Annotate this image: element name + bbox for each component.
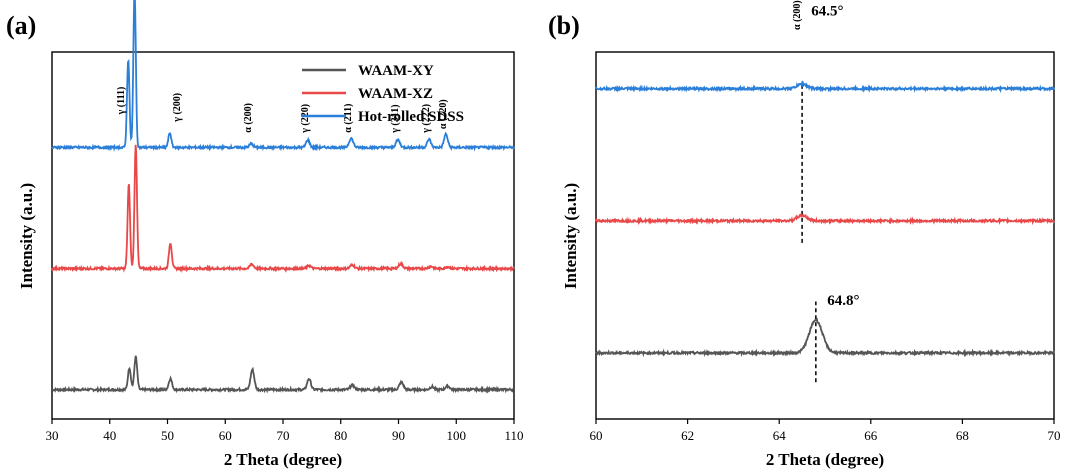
peak-index-label: γ (200) [172, 93, 183, 123]
x-tick-label: 110 [504, 428, 523, 443]
panel-a-label: (a) [6, 11, 36, 40]
x-tick-label: 30 [46, 428, 59, 443]
panel-b-x-axis-title: 2 Theta (degree) [766, 450, 884, 469]
panel-b-annotations: α (200) 64.5° 64.8° [792, 0, 860, 309]
panel-b: (b) 60 62 64 66 68 70 α (200) 64.5° 64.8° 2 The… [548, 0, 1061, 469]
x-tick-label: 90 [392, 428, 405, 443]
peak-index-label: α (200) [792, 0, 803, 30]
x-tick-label: 62 [681, 428, 694, 443]
x-tick-label: 60 [219, 428, 232, 443]
series-line-waam-xy [51, 355, 515, 395]
series-line-waam-xz [51, 144, 515, 274]
x-tick-label: 66 [864, 428, 878, 443]
legend: WAAM-XY WAAM-XZ Hot-rolled SDSS [302, 63, 464, 125]
panel-b-reference-lines [801, 81, 817, 383]
legend-label-waam-xy: WAAM-XY [358, 63, 434, 79]
panel-b-y-axis-title: Intensity (a.u.) [561, 183, 580, 289]
x-tick-label: 70 [1048, 428, 1061, 443]
peak-index-label: γ (311) [390, 104, 401, 133]
peak-index-label: γ (220) [300, 104, 311, 134]
peak-angle-label: 64.8° [827, 293, 859, 309]
x-tick-label: 40 [103, 428, 116, 443]
peak-angle-label: 64.5° [811, 3, 843, 19]
legend-label-waam-xz: WAAM-XZ [358, 86, 433, 102]
peak-index-label: α (211) [343, 104, 354, 133]
x-tick-label: 100 [447, 428, 467, 443]
x-tick-label: 70 [277, 428, 290, 443]
peak-index-label: γ (222) [421, 104, 432, 134]
panel-b-label: (b) [548, 11, 580, 40]
x-tick-label: 80 [334, 428, 347, 443]
series-line-hot-rolled-sdss [595, 80, 1055, 94]
panel-a-x-ticks: 30 40 50 60 70 80 90 100 110 [46, 419, 524, 443]
series-line-waam-xy [595, 317, 1055, 358]
peak-index-label: α (200) [243, 103, 254, 133]
panel-a-peak-labels: γ (111)α (110)γ (200)α (200)γ (220)α (21… [116, 87, 449, 134]
x-tick-label: 64 [773, 428, 787, 443]
panel-b-series [595, 80, 1055, 358]
legend-label-hot-rolled-sdss: Hot-rolled SDSS [358, 109, 464, 125]
peak-index-label: γ (111) [116, 87, 127, 116]
panel-a-series [51, 0, 515, 395]
x-tick-label: 60 [590, 428, 603, 443]
series-line-hot-rolled-sdss [51, 0, 515, 153]
panel-b-x-ticks: 60 62 64 66 68 70 [590, 419, 1061, 443]
panel-b-frame [595, 51, 1055, 420]
panel-a-y-axis-title: Intensity (a.u.) [17, 183, 36, 289]
panel-a-x-axis-title: 2 Theta (degree) [224, 450, 342, 469]
peak-index-label: α (220) [438, 99, 449, 129]
x-tick-label: 50 [161, 428, 174, 443]
series-line-waam-xz [595, 213, 1055, 226]
x-tick-label: 68 [956, 428, 969, 443]
